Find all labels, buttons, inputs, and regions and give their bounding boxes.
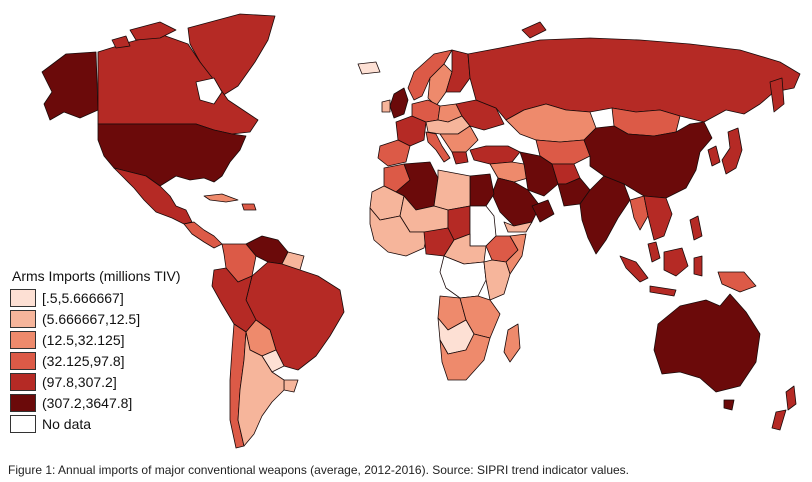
- legend-item: (307.2,3647.8]: [10, 392, 210, 413]
- indochina: [643, 195, 673, 241]
- iceland: [357, 61, 381, 75]
- legend-item: No data: [10, 413, 210, 434]
- world-map-area: [41, 13, 801, 449]
- arctic-islands: [129, 21, 177, 41]
- egypt: [469, 173, 495, 207]
- legend-swatch: [10, 330, 36, 349]
- hispaniola: [241, 203, 257, 211]
- sulawesi: [693, 255, 703, 277]
- legend-label: (307.2,3647.8]: [42, 394, 133, 411]
- legend-swatch: [10, 351, 36, 370]
- philippines: [689, 215, 703, 241]
- cuba: [203, 193, 239, 203]
- east-africa: [483, 259, 511, 301]
- united-kingdom: [389, 87, 409, 119]
- legend-swatch: [10, 414, 36, 433]
- legend-item: (5.666667,12.5]: [10, 308, 210, 329]
- greece: [451, 151, 469, 165]
- united-states: [97, 123, 247, 187]
- new-zealand-north: [785, 385, 797, 411]
- figure-caption: Figure 1: Annual imports of major conven…: [8, 463, 630, 477]
- russia: [467, 37, 801, 123]
- sumatra: [619, 255, 649, 283]
- syria-iraq: [489, 161, 529, 183]
- legend-title: Arms Imports (millions TIV): [12, 268, 181, 284]
- legend-label: (97.8,307.2]: [42, 373, 117, 390]
- ireland: [381, 99, 391, 113]
- legend-label: No data: [42, 415, 92, 432]
- korea: [707, 145, 721, 167]
- arctic-island-2: [111, 35, 131, 49]
- legend-item: (97.8,307.2]: [10, 371, 210, 392]
- hudson-bay: [195, 77, 223, 105]
- legend-swatch: [10, 288, 36, 307]
- papua: [717, 271, 757, 293]
- west-africa: [369, 207, 429, 257]
- legend-swatch: [10, 393, 36, 412]
- kamchatka: [769, 77, 785, 113]
- turkey: [469, 145, 521, 165]
- italy: [425, 131, 451, 163]
- iran: [519, 151, 559, 197]
- legend-item: (32.125,97.8]: [10, 350, 210, 371]
- tasmania: [723, 399, 735, 411]
- borneo: [663, 247, 689, 277]
- new-zealand-south: [771, 409, 787, 431]
- libya: [433, 169, 471, 211]
- legend-swatch: [10, 372, 36, 391]
- uruguay: [283, 379, 299, 393]
- madagascar: [503, 323, 521, 363]
- legend-item: [.5,5.666667]: [10, 287, 210, 308]
- legend-item: (12.5,32.125]: [10, 329, 210, 350]
- map-legend: Arms Imports (millions TIV) [.5,5.666667…: [10, 268, 210, 434]
- india: [579, 175, 631, 255]
- spain-portugal: [377, 139, 411, 167]
- malaysia: [647, 241, 661, 263]
- java: [649, 285, 677, 297]
- japan: [721, 127, 743, 175]
- legend-swatch: [10, 309, 36, 328]
- legend-label: [.5,5.666667]: [42, 289, 124, 306]
- argentina: [237, 331, 285, 447]
- yemen: [503, 221, 533, 233]
- novaya-zemlya: [521, 21, 547, 39]
- legend-label: (12.5,32.125]: [42, 331, 125, 348]
- legend-label: (32.125,97.8]: [42, 352, 125, 369]
- myanmar: [629, 195, 649, 231]
- world-choropleth-map: [41, 13, 801, 449]
- uae-oman: [531, 199, 555, 223]
- central-america: [183, 221, 223, 249]
- legend-label: (5.666667,12.5]: [42, 310, 141, 327]
- south-africa: [439, 333, 491, 381]
- australia: [653, 293, 761, 393]
- alaska: [41, 51, 99, 121]
